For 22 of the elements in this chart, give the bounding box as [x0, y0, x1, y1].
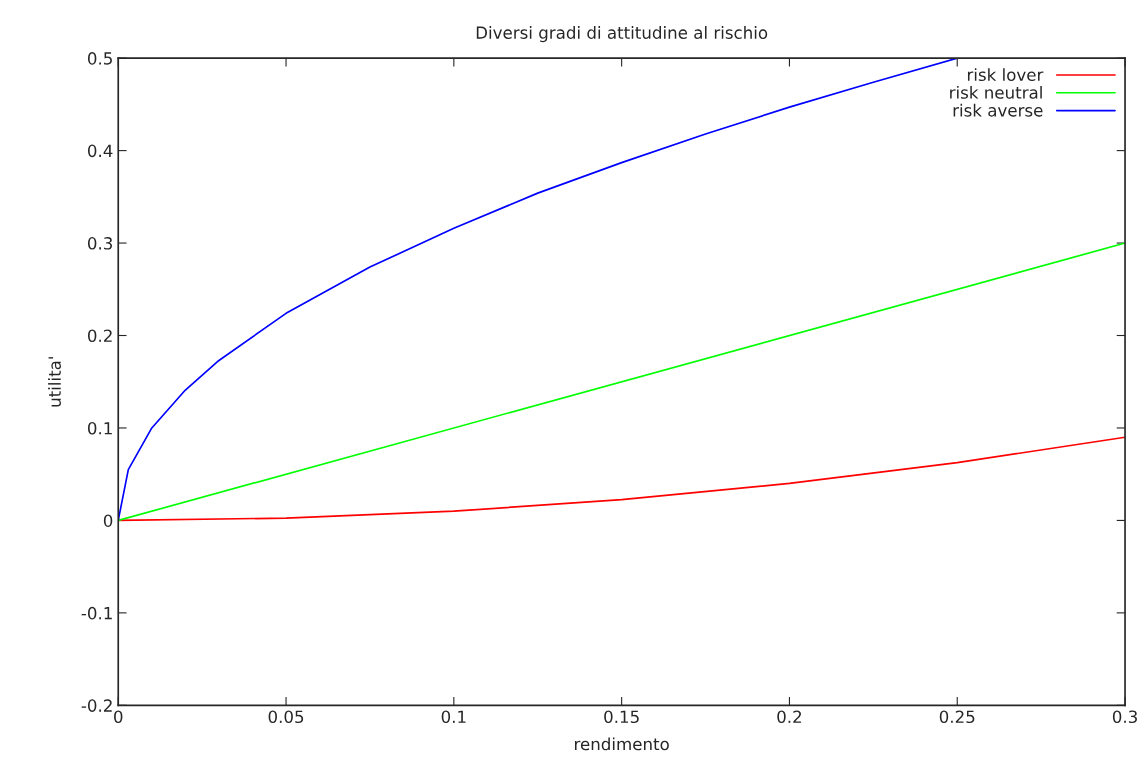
- y-tick-label: 0.1: [87, 421, 112, 435]
- x-axis-title: rendimento: [575, 737, 669, 751]
- x-tick-label: 0.15: [604, 710, 639, 724]
- legend-label: risk averse: [953, 103, 1043, 117]
- y-tick-label: 0.2: [87, 329, 112, 343]
- x-tick-label: 0.3: [1112, 710, 1137, 724]
- y-tick-label: 0.3: [87, 237, 113, 250]
- x-tick-label: 0.05: [268, 710, 304, 724]
- y-tick-label: -0.2: [81, 699, 112, 712]
- y-axis-title: utilita': [48, 357, 61, 407]
- line-series: [118, 436, 1126, 522]
- legend-label: risk lover: [967, 68, 1044, 82]
- legend-label: risk neutral: [950, 85, 1042, 99]
- y-tick-label: 0.4: [87, 144, 113, 158]
- x-tick-label: 0.25: [939, 710, 975, 724]
- x-tick-label: 0: [114, 710, 123, 724]
- y-tick-label: 0: [103, 514, 113, 527]
- chart-title: Diversi gradi di attitudine al rischio: [476, 26, 768, 43]
- x-tick-label: 0.1: [441, 710, 466, 724]
- x-tick-label: 0.2: [777, 710, 802, 724]
- y-tick-label: 0.5: [87, 52, 112, 65]
- y-tick-label: -0.1: [81, 606, 112, 620]
